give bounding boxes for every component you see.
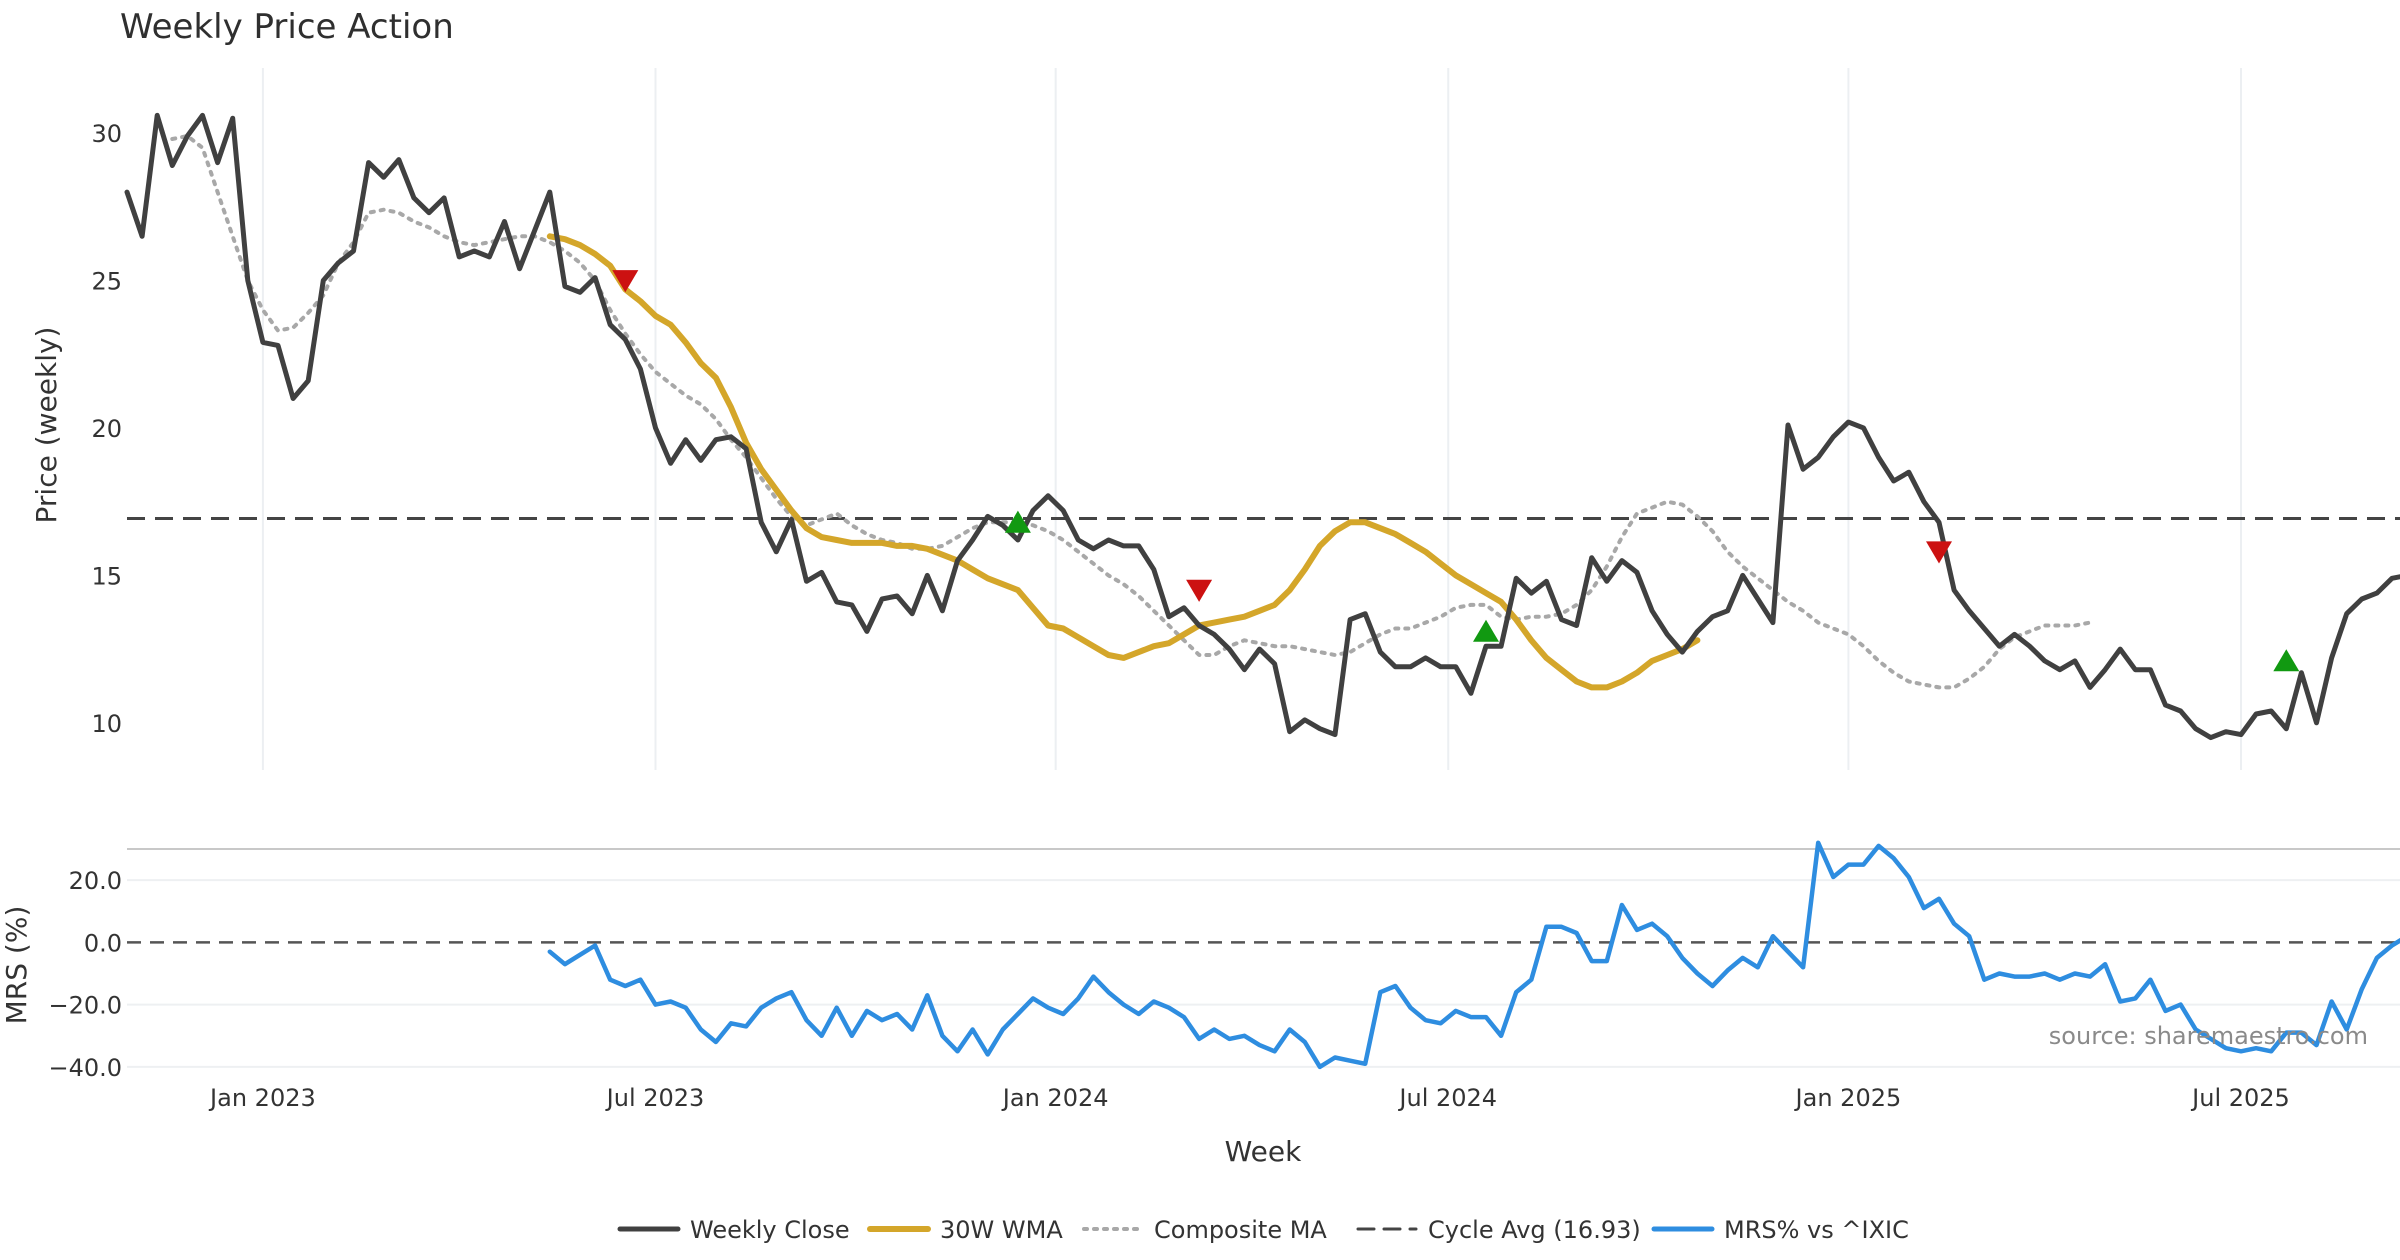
mrs-ytick-label: 0.0 <box>84 929 122 957</box>
sell-signal-marker <box>1186 579 1213 602</box>
x-axis-label: Week <box>1225 1135 1302 1168</box>
mrs-line <box>547 840 2400 1070</box>
legend-label: 30W WMA <box>940 1216 1063 1244</box>
sell-signal-marker <box>612 270 639 293</box>
price-ytick-label: 10 <box>91 710 122 738</box>
buy-signal-marker <box>2273 649 2300 672</box>
price-ytick-label: 25 <box>91 268 122 296</box>
buy-signal-marker <box>1473 619 1499 642</box>
mrs-grid <box>127 879 2400 1068</box>
price-ytick-label: 20 <box>91 415 122 443</box>
legend-label: Composite MA <box>1154 1216 1327 1244</box>
mrs-ytick-label: −20.0 <box>48 992 122 1020</box>
price-panel: 10 15 20 25 30 Price (weekly) <box>30 68 2400 770</box>
mrs-ytick-label: −40.0 <box>48 1054 122 1082</box>
x-tick-labels: Jan 2023 Jul 2023 Jan 2024 Jul 2024 Jan 2025… <box>208 1084 2290 1112</box>
x-tick-label: Jul 2023 <box>605 1084 705 1112</box>
chart-title: Weekly Price Action <box>120 7 454 47</box>
weekly-close-line <box>124 112 2400 741</box>
composite-ma-line <box>170 134 2092 690</box>
mrs-y-axis-label: MRS (%) <box>0 906 33 1025</box>
buy-signal-marker <box>1004 510 1031 533</box>
legend: Weekly Close 30W WMA Composite MA Cycle Avg… <box>617 1216 1909 1244</box>
wma-30w-line <box>546 233 1701 691</box>
price-ytick-label: 30 <box>91 120 122 148</box>
mrs-y-ticks: 20.0 0.0 −20.0 −40.0 <box>48 867 122 1082</box>
sell-signal-marker <box>1926 541 1952 564</box>
x-tick-label: Jul 2025 <box>2190 1084 2290 1112</box>
x-tick-label: Jul 2024 <box>1397 1084 1497 1112</box>
price-ytick-label: 15 <box>91 562 122 590</box>
mrs-panel: 20.0 0.0 −20.0 −40.0 MRS (%) source: sharem… <box>0 840 2400 1082</box>
x-tick-label: Jan 2024 <box>1001 1084 1109 1112</box>
x-tick-label: Jan 2023 <box>208 1084 316 1112</box>
price-y-ticks: 10 15 20 25 30 <box>91 120 122 738</box>
price-y-axis-label: Price (weekly) <box>30 327 63 524</box>
legend-label: MRS% vs ^IXIC <box>1724 1216 1909 1244</box>
signal-markers <box>612 270 2300 672</box>
price-vertical-grid <box>261 68 2242 770</box>
mrs-ytick-label: 20.0 <box>69 867 122 895</box>
legend-label: Weekly Close <box>690 1216 850 1244</box>
legend-label: Cycle Avg (16.93) <box>1428 1216 1641 1244</box>
x-tick-label: Jan 2025 <box>1794 1084 1902 1112</box>
source-label: source: sharemaestro.com <box>2049 1022 2368 1050</box>
